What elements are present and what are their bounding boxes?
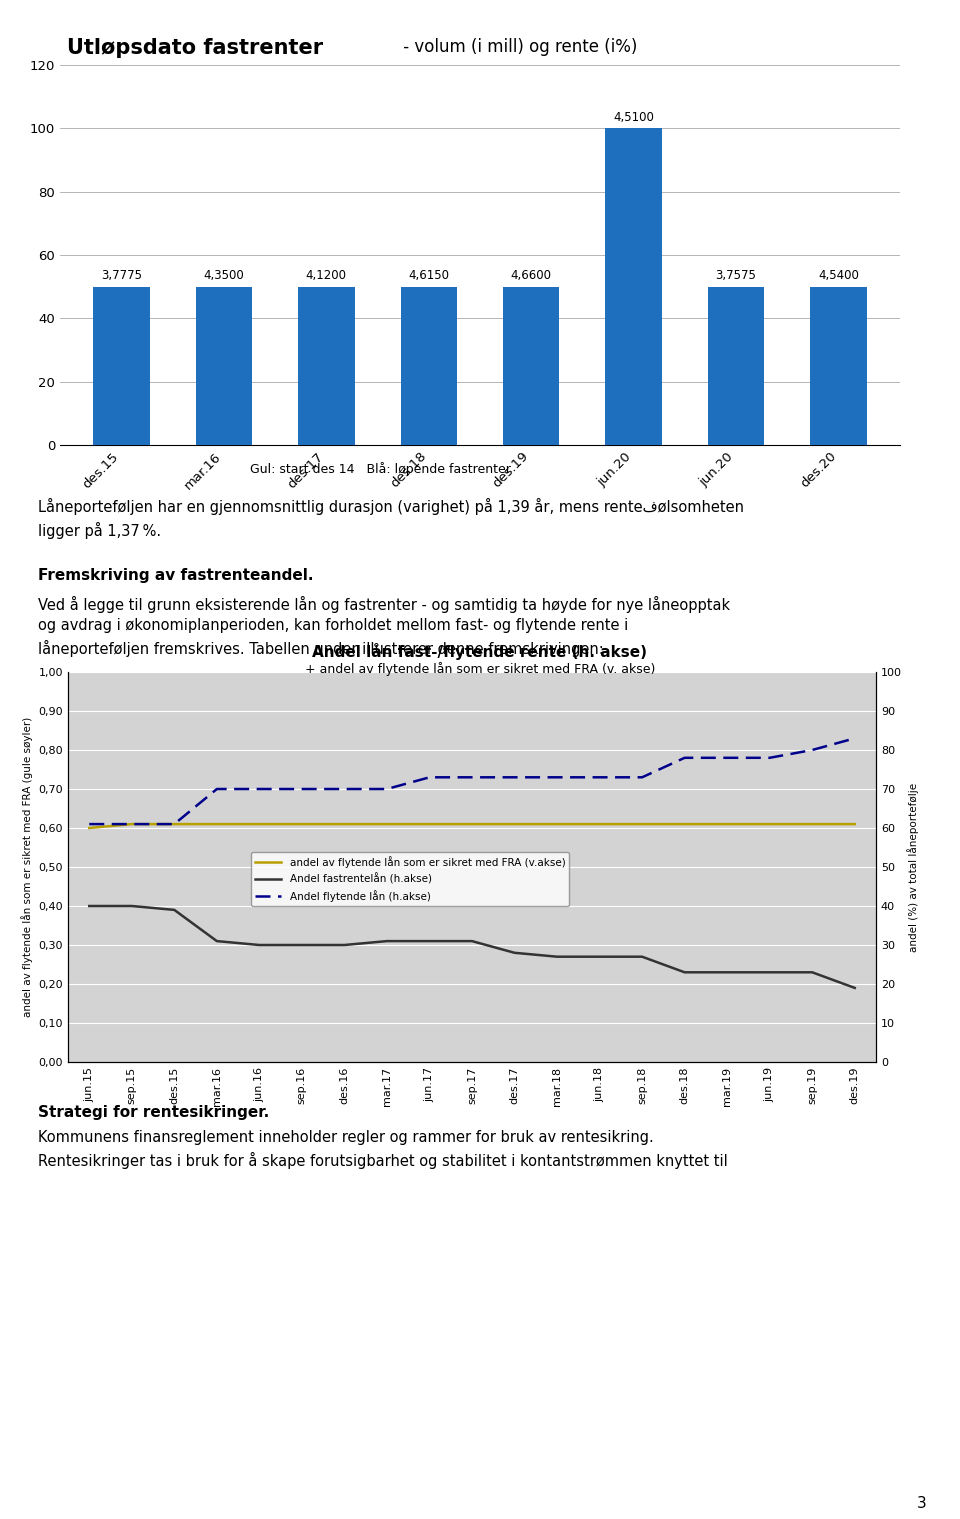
Text: låneporteføljen fremskrives. Tabellen under illustrerer denne fremskrivingen:: låneporteføljen fremskrives. Tabellen un… [38, 639, 604, 658]
Text: Utløpsdato fastrenter: Utløpsdato fastrenter [67, 38, 324, 58]
Text: ligger på 1,37 %.: ligger på 1,37 %. [38, 523, 161, 539]
Text: 4,3500: 4,3500 [204, 269, 244, 283]
Text: Fremskriving av fastrenteandel.: Fremskriving av fastrenteandel. [38, 568, 314, 583]
Text: 3,7575: 3,7575 [715, 269, 756, 283]
Text: Låneporteføljen har en gjennomsnittlig durasjon (varighet) på 1,39 år, mens rent: Låneporteføljen har en gjennomsnittlig d… [38, 498, 744, 515]
Text: 4,6600: 4,6600 [511, 269, 552, 283]
Text: Gul: start des 14   Blå: løpende fastrenter: Gul: start des 14 Blå: løpende fastrente… [250, 462, 511, 475]
Legend: andel av flytende lån som er sikret med FRA (v.akse), Andel fastrentelån (h.akse: andel av flytende lån som er sikret med … [251, 852, 569, 905]
Text: 4,1200: 4,1200 [306, 269, 347, 283]
Text: 4,5100: 4,5100 [613, 111, 654, 123]
Text: + andel av flytende lån som er sikret med FRA (v. akse): + andel av flytende lån som er sikret me… [305, 662, 655, 676]
Text: og avdrag i økonomiplanperioden, kan forholdet mellom fast- og flytende rente i: og avdrag i økonomiplanperioden, kan for… [38, 618, 629, 633]
Bar [810, 287, 867, 445]
Text: Ved å legge til grunn eksisterende lån og fastrenter - og samtidig ta høyde for : Ved å legge til grunn eksisterende lån o… [38, 595, 731, 614]
Bar [503, 287, 560, 445]
Text: Andel lån fast-/flytende rente (h. akse): Andel lån fast-/flytende rente (h. akse) [313, 643, 647, 659]
Bar [299, 287, 354, 445]
Bar [606, 128, 661, 445]
Text: 4,6150: 4,6150 [408, 269, 449, 283]
Text: Rentesikringer tas i bruk for å skape forutsigbarhet og stabilitet i kontantstrø: Rentesikringer tas i bruk for å skape fo… [38, 1151, 728, 1170]
Y-axis label: andel av flytende lån som er sikret med FRA (gule søyler): andel av flytende lån som er sikret med … [21, 717, 33, 1018]
Text: 3,7775: 3,7775 [101, 269, 142, 283]
Bar [196, 287, 252, 445]
Text: 4,5400: 4,5400 [818, 269, 859, 283]
Text: Kommunens finansreglement inneholder regler og rammer for bruk av rentesikring.: Kommunens finansreglement inneholder reg… [38, 1130, 654, 1145]
Bar [708, 287, 764, 445]
Text: 3: 3 [917, 1496, 926, 1511]
Bar [400, 287, 457, 445]
Y-axis label: andel (%) av total låneportefølje: andel (%) av total låneportefølje [907, 782, 920, 951]
Text: Strategi for rentesikringer.: Strategi for rentesikringer. [38, 1104, 270, 1120]
Text: - volum (i mill) og rente (i%): - volum (i mill) og rente (i%) [398, 38, 637, 56]
Bar [93, 287, 150, 445]
